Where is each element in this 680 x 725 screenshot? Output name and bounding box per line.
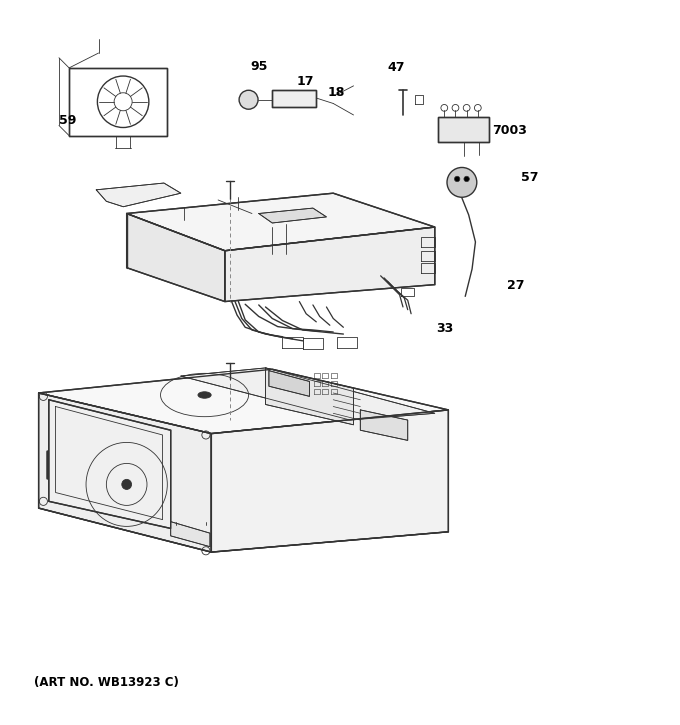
Polygon shape [225, 227, 435, 302]
Ellipse shape [122, 479, 131, 489]
Text: 7003: 7003 [492, 124, 527, 137]
Text: 27: 27 [507, 279, 525, 292]
Circle shape [239, 90, 258, 109]
Text: 57: 57 [521, 171, 539, 184]
Circle shape [447, 167, 477, 197]
Polygon shape [258, 208, 326, 223]
Text: 33: 33 [437, 322, 454, 335]
Polygon shape [171, 522, 210, 547]
Polygon shape [211, 410, 448, 552]
Polygon shape [272, 90, 316, 107]
Text: 95: 95 [251, 60, 268, 73]
Text: 47: 47 [388, 62, 405, 75]
Polygon shape [96, 183, 181, 207]
Polygon shape [360, 410, 408, 440]
Polygon shape [39, 369, 448, 434]
Polygon shape [126, 213, 225, 302]
Polygon shape [39, 393, 211, 552]
Text: 17: 17 [296, 75, 314, 88]
Polygon shape [69, 68, 167, 136]
Polygon shape [181, 368, 435, 420]
Polygon shape [438, 117, 489, 142]
Text: 59: 59 [59, 115, 76, 127]
Polygon shape [126, 193, 435, 251]
Circle shape [454, 176, 460, 182]
Polygon shape [49, 399, 171, 529]
Ellipse shape [198, 392, 211, 398]
Polygon shape [265, 368, 354, 425]
Circle shape [464, 176, 469, 182]
Text: (ART NO. WB13923 C): (ART NO. WB13923 C) [34, 676, 179, 689]
Text: 18: 18 [328, 86, 345, 99]
Polygon shape [269, 370, 309, 397]
